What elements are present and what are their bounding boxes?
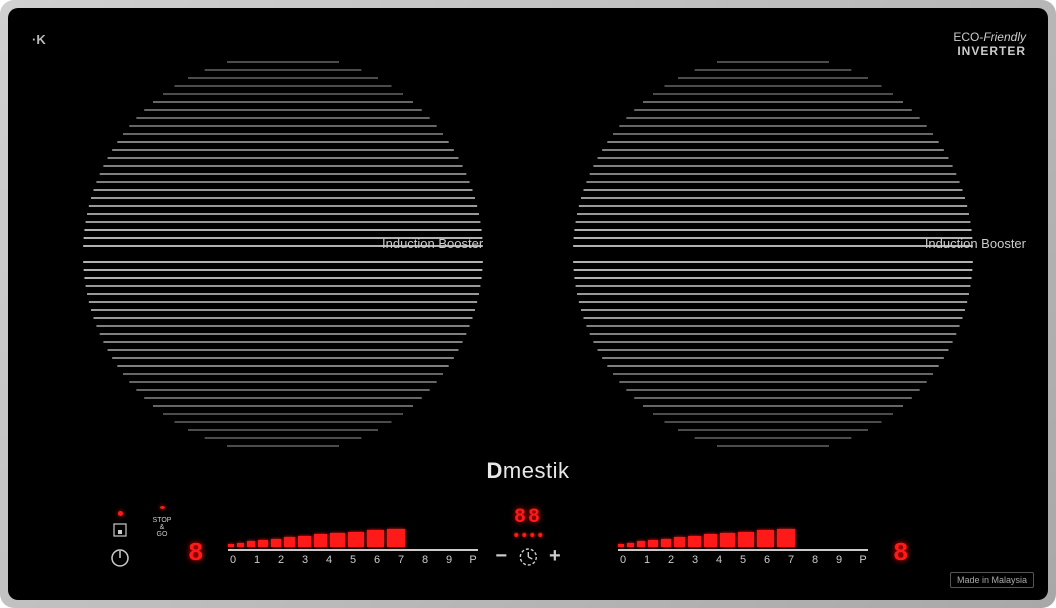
timer-plus-button[interactable]: + xyxy=(549,545,561,568)
timer-dots xyxy=(514,533,542,537)
burner-zone-left xyxy=(68,54,498,454)
lock-button[interactable] xyxy=(108,506,132,538)
zone-label-left: Induction Booster xyxy=(382,236,483,251)
right-scale: 0123456789P xyxy=(618,549,868,566)
burner-zone-right xyxy=(558,54,988,454)
stop-go-button[interactable]: STOP&GO xyxy=(150,506,174,538)
stop-go-label: STOP&GO xyxy=(153,517,172,538)
eco-line1a: ECO- xyxy=(953,30,983,44)
right-power-slider[interactable]: 0123456789P xyxy=(618,525,868,566)
zone-label-right: Induction Booster xyxy=(925,236,1026,251)
right-power-display: 8 xyxy=(893,538,911,568)
glass-surface: ·K ECO-Friendly INVERTER Induction Boost… xyxy=(8,8,1048,600)
brand-logo: Dmestik xyxy=(487,458,570,484)
left-scale: 0123456789P xyxy=(228,549,478,566)
left-power-display: 8 xyxy=(188,538,206,568)
corner-badge: ·K xyxy=(32,32,46,47)
timer-minus-button[interactable]: − xyxy=(495,545,507,568)
brand-bold: D xyxy=(487,458,503,483)
lock-led xyxy=(118,511,123,516)
brand-rest: mestik xyxy=(503,458,570,483)
power-button[interactable] xyxy=(108,536,132,568)
clock-icon xyxy=(517,546,539,568)
cooktop-frame: ·K ECO-Friendly INVERTER Induction Boost… xyxy=(0,0,1056,608)
stopgo-led xyxy=(160,506,165,509)
made-in-badge: Made in Malaysia xyxy=(950,572,1034,588)
timer-display: 88 xyxy=(514,506,542,529)
control-panel: STOP&GO 8 0123456789P 88 − xyxy=(8,482,1048,572)
left-power-slider[interactable]: 0123456789P xyxy=(228,525,478,566)
eco-line1b: Friendly xyxy=(983,30,1026,44)
timer-control: 88 − + xyxy=(495,506,560,568)
